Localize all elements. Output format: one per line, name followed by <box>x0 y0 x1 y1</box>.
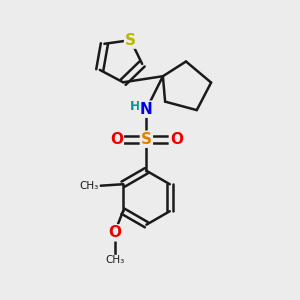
Text: CH₃: CH₃ <box>80 181 99 191</box>
Text: CH₃: CH₃ <box>105 255 124 265</box>
Text: O: O <box>108 225 121 240</box>
Text: S: S <box>125 33 136 48</box>
Text: O: O <box>110 132 123 147</box>
Text: S: S <box>141 132 152 147</box>
Text: H: H <box>130 100 140 113</box>
Text: N: N <box>140 102 153 117</box>
Text: O: O <box>170 132 183 147</box>
